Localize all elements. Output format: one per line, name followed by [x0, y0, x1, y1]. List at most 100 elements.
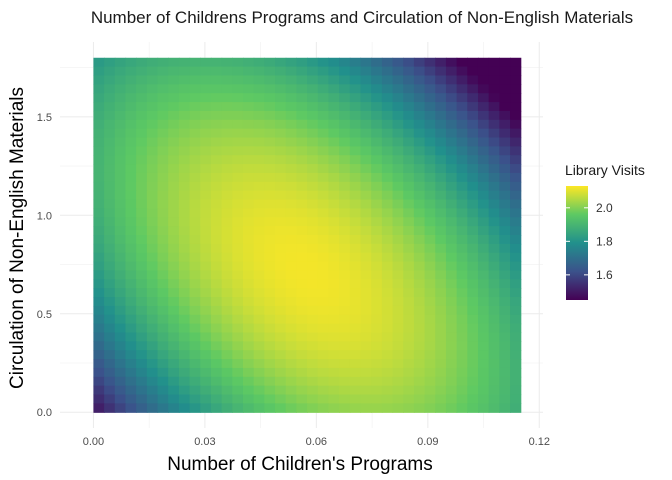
heatmap-cell — [510, 208, 522, 218]
heatmap-cell — [178, 190, 191, 201]
heatmap-cell — [242, 57, 255, 68]
heatmap-cell — [242, 359, 255, 369]
heatmap-cell — [275, 359, 287, 369]
heatmap-cell — [221, 403, 233, 413]
heatmap-cell — [424, 403, 436, 413]
heatmap-cell — [210, 359, 223, 369]
heatmap-cell — [445, 243, 458, 254]
heatmap-cell — [189, 350, 201, 360]
heatmap-cell — [125, 288, 137, 298]
heatmap-cell — [104, 226, 116, 236]
heatmap-cell — [467, 279, 479, 289]
heatmap-cell — [93, 119, 105, 130]
heatmap-cell — [445, 137, 458, 147]
heatmap-cell — [477, 84, 490, 94]
heatmap-cell — [125, 164, 137, 174]
heatmap-cell — [445, 57, 458, 68]
heatmap-cell — [499, 172, 511, 183]
heatmap-cell — [125, 279, 137, 289]
heatmap-cell — [253, 367, 265, 378]
x-tick-label: 0.03 — [194, 436, 215, 448]
heatmap-cell — [360, 66, 372, 77]
heatmap-cell — [403, 385, 415, 396]
heatmap-cell — [339, 128, 351, 139]
heatmap-cell — [296, 332, 308, 342]
heatmap-cell — [328, 332, 340, 342]
heatmap-cell — [317, 155, 330, 165]
heatmap-cell — [275, 199, 287, 210]
heatmap-cell — [488, 137, 500, 147]
heatmap-cell — [413, 110, 426, 121]
heatmap-cell — [93, 252, 105, 263]
heatmap-cell — [456, 217, 468, 227]
heatmap-cell — [221, 110, 233, 121]
heatmap-cell — [510, 252, 522, 263]
heatmap-cell — [200, 146, 212, 156]
heatmap-cell — [349, 279, 362, 289]
heatmap-cell — [339, 403, 351, 413]
heatmap-cell — [136, 217, 148, 227]
heatmap-cell — [264, 128, 276, 139]
heatmap-cell — [445, 66, 458, 77]
heatmap-cell — [93, 164, 105, 174]
heatmap-cell — [253, 341, 265, 351]
heatmap-cell — [178, 403, 191, 413]
heatmap-cell — [146, 164, 159, 174]
heatmap-cell — [499, 341, 511, 351]
heatmap-cell — [157, 128, 169, 139]
heatmap-cell — [413, 146, 426, 156]
heatmap-cell — [307, 341, 319, 351]
heatmap-cell — [104, 288, 116, 298]
heatmap-cell — [114, 172, 127, 183]
heatmap-cell — [157, 146, 169, 156]
heatmap-cell — [349, 102, 362, 112]
heatmap-cell — [200, 279, 212, 289]
heatmap-cell — [232, 66, 244, 77]
heatmap-cell — [456, 332, 468, 342]
heatmap-cell — [339, 226, 351, 236]
heatmap-cell — [275, 226, 287, 236]
heatmap-cell — [477, 403, 490, 413]
heatmap-cell — [317, 314, 330, 325]
heatmap-cell — [499, 84, 511, 94]
heatmap-cell — [403, 314, 415, 325]
heatmap-cell — [328, 190, 340, 201]
heatmap-cell — [93, 84, 105, 94]
heatmap-cell — [178, 181, 191, 192]
heatmap-cell — [253, 172, 265, 183]
heatmap-cell — [114, 403, 127, 413]
heatmap-cell — [125, 172, 137, 183]
heatmap-cell — [403, 119, 415, 130]
heatmap-cell — [339, 261, 351, 272]
heatmap-cell — [403, 137, 415, 147]
heatmap-cell — [146, 181, 159, 192]
heatmap-cell — [275, 164, 287, 174]
heatmap-cell — [296, 279, 308, 289]
heatmap-cell — [392, 350, 404, 360]
heatmap-cell — [349, 217, 362, 227]
heatmap-cell — [499, 359, 511, 369]
heatmap-cell — [360, 146, 372, 156]
y-axis-title: Circulation of Non-English Materials — [7, 87, 28, 389]
heatmap-cell — [456, 199, 468, 210]
heatmap-cell — [178, 199, 191, 210]
heatmap-cell — [424, 243, 436, 254]
heatmap-cell — [371, 110, 383, 121]
heatmap-cell — [360, 270, 372, 280]
heatmap-cell — [242, 394, 255, 404]
heatmap-cell — [317, 93, 330, 103]
heatmap-cell — [499, 261, 511, 272]
heatmap-cell — [104, 279, 116, 289]
heatmap-cell — [467, 155, 479, 165]
heatmap-cell — [253, 314, 265, 325]
heatmap-cell — [435, 128, 447, 139]
heatmap-cell — [93, 181, 105, 192]
heatmap-cell — [413, 208, 426, 218]
heatmap-cell — [339, 155, 351, 165]
heatmap-cell — [168, 137, 180, 147]
heatmap-cell — [424, 93, 436, 103]
heatmap-cell — [285, 57, 297, 68]
heatmap-cell — [392, 376, 404, 387]
heatmap-cell — [296, 199, 308, 210]
heatmap-cell — [114, 297, 127, 307]
